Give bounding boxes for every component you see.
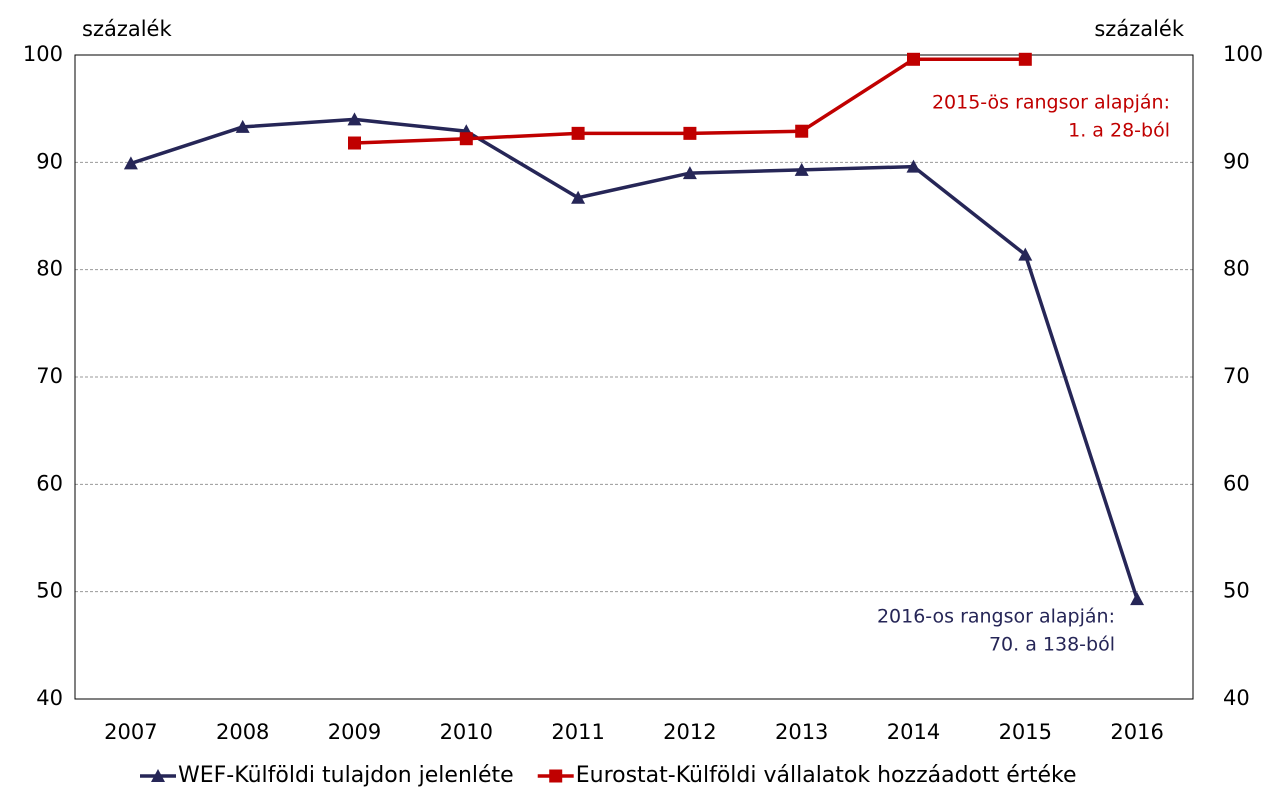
series-line <box>130 117 1139 600</box>
plot-border <box>74 54 1194 700</box>
legend-label: WEF-Külföldi tulajdon jelenléte <box>178 763 514 788</box>
x-tick-label: 2012 <box>663 720 716 744</box>
y2-tick-label: 80 <box>1223 257 1250 281</box>
x-tick-label: 2013 <box>775 720 828 744</box>
marker <box>906 159 921 173</box>
marker <box>1018 247 1033 261</box>
marker <box>123 156 138 170</box>
y2-tick-label: 50 <box>1223 579 1250 603</box>
x-tick-label: 2011 <box>551 720 604 744</box>
y-tick-label: 60 <box>36 471 63 495</box>
y2-tick-label: 90 <box>1223 149 1250 173</box>
marker <box>571 126 585 140</box>
x-tick-label: 2008 <box>216 720 269 744</box>
marker <box>1018 52 1032 66</box>
annotation: 2015-ös rangsor alapján: <box>932 92 1170 114</box>
y-tick-label: 90 <box>36 149 63 173</box>
x-tick-label: 2007 <box>104 720 157 744</box>
y-tick-label: 40 <box>36 686 63 710</box>
annotation: 70. a 138-ból <box>989 634 1115 656</box>
y-tick-label: 50 <box>36 579 63 603</box>
marker <box>907 52 920 66</box>
legend-label: Eurostat-Külföldi vállalatok hozzáadott … <box>576 763 1077 788</box>
x-tick-label: 2010 <box>440 720 493 744</box>
y2-tick-label: 100 <box>1223 42 1263 66</box>
marker <box>151 769 165 782</box>
marker <box>682 166 697 180</box>
marker <box>683 126 697 140</box>
y-tick-label: 100 <box>23 42 63 66</box>
x-tick-label: 2015 <box>999 720 1052 744</box>
y-tick-label: 80 <box>36 257 63 281</box>
y2-axis-label: százalék <box>1094 17 1184 41</box>
y2-tick-label: 60 <box>1223 471 1250 495</box>
y2-tick-label: 40 <box>1223 686 1250 710</box>
marker <box>459 132 473 146</box>
x-tick-label: 2009 <box>328 720 381 744</box>
marker <box>235 119 250 133</box>
marker <box>348 136 361 150</box>
marker <box>794 162 809 176</box>
marker <box>549 769 563 783</box>
marker <box>1130 592 1145 606</box>
annotation: 2016-os rangsor alapján: <box>877 606 1115 628</box>
annotation: 1. a 28-ból <box>1068 120 1170 142</box>
x-tick-label: 2016 <box>1110 720 1163 744</box>
y2-tick-label: 70 <box>1223 364 1250 388</box>
marker <box>795 124 809 138</box>
marker <box>571 190 586 204</box>
y-tick-label: 70 <box>36 364 63 388</box>
y-axis-label: százalék <box>82 17 172 41</box>
x-tick-label: 2014 <box>887 720 940 744</box>
marker <box>347 112 362 126</box>
